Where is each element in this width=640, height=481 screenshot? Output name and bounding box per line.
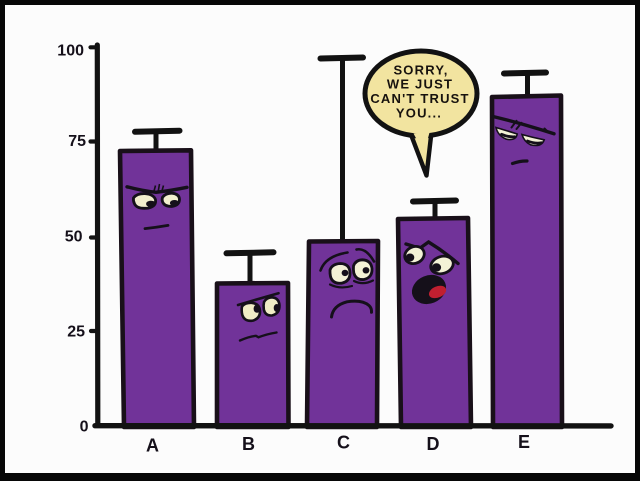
svg-text:50: 50 bbox=[65, 229, 83, 246]
svg-text:YOU...: YOU... bbox=[396, 106, 442, 121]
svg-text:A: A bbox=[146, 436, 159, 456]
svg-text:B: B bbox=[242, 434, 255, 454]
svg-text:0: 0 bbox=[80, 419, 89, 436]
svg-text:25: 25 bbox=[67, 324, 85, 341]
svg-text:CAN'T TRUST: CAN'T TRUST bbox=[370, 91, 469, 106]
svg-text:E: E bbox=[518, 432, 530, 452]
svg-text:100: 100 bbox=[57, 43, 84, 60]
svg-text:D: D bbox=[427, 434, 440, 454]
svg-text:75: 75 bbox=[68, 133, 86, 150]
svg-text:SORRY,: SORRY, bbox=[393, 63, 448, 78]
svg-text:C: C bbox=[337, 433, 350, 453]
svg-text:WE JUST: WE JUST bbox=[387, 77, 453, 92]
